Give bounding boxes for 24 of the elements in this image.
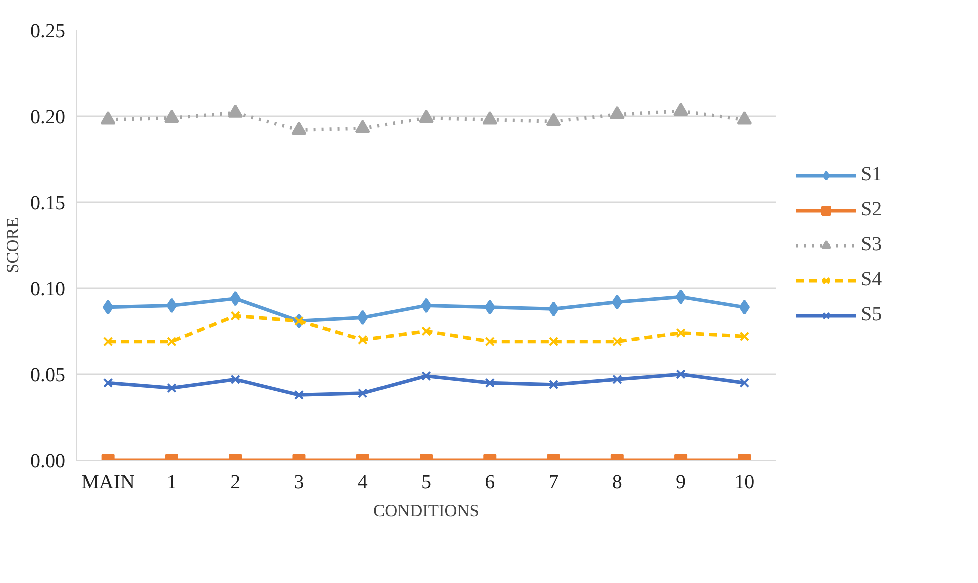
x-tick-label: 3 bbox=[294, 472, 304, 494]
x-tick-label: 2 bbox=[230, 472, 241, 494]
y-tick-label: 0.25 bbox=[30, 20, 66, 42]
y-tick-label: 0.10 bbox=[30, 278, 66, 300]
legend-label: S2 bbox=[861, 198, 884, 222]
x-tick-label: 5 bbox=[422, 472, 432, 494]
y-tick-label: 0.20 bbox=[30, 106, 66, 128]
x-tick-label: 9 bbox=[676, 472, 686, 494]
legend-label: S4 bbox=[861, 268, 884, 292]
y-tick-label: 0.00 bbox=[30, 450, 66, 472]
x-tick-label: 7 bbox=[548, 472, 559, 494]
x-tick-label: 10 bbox=[734, 472, 755, 494]
legend-label: S5 bbox=[861, 304, 884, 326]
y-tick-label: 0.05 bbox=[30, 364, 66, 386]
y-axis-title: SCORE bbox=[4, 218, 22, 274]
x-tick-label: 4 bbox=[358, 472, 368, 494]
legend-label: S3 bbox=[861, 234, 884, 256]
x-axis-title: CONDITIONS bbox=[374, 502, 480, 520]
x-tick-label: 6 bbox=[485, 472, 496, 494]
x-tick-label: 8 bbox=[612, 472, 622, 494]
legend-label: S1 bbox=[861, 164, 884, 186]
y-tick-label: 0.15 bbox=[30, 192, 66, 214]
x-tick-label: 1 bbox=[166, 472, 177, 494]
x-tick-label: MAIN bbox=[82, 472, 135, 494]
